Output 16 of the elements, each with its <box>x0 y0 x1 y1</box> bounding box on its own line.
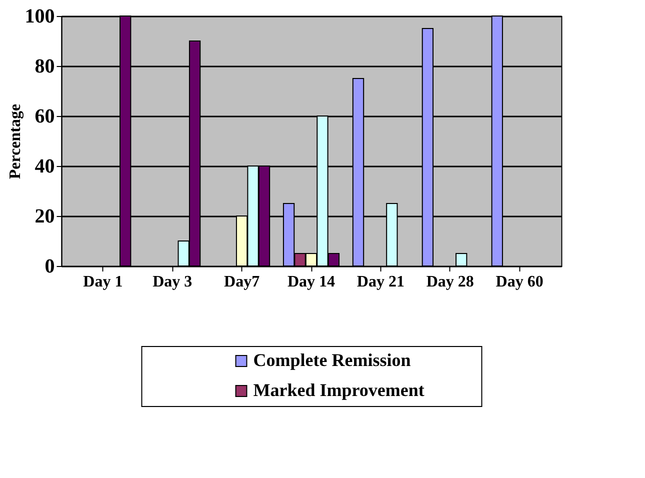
y-tick-label: 20 <box>34 206 55 228</box>
x-tick-label: Day 3 <box>152 274 192 290</box>
y-axis-title: Percentage <box>6 104 24 180</box>
y-tick-label: 40 <box>34 156 55 178</box>
y-tick-label: 100 <box>24 6 55 28</box>
x-tick-label: Day 28 <box>426 274 474 290</box>
x-tick-label: Day 60 <box>496 274 544 290</box>
y-tick-label: 60 <box>34 106 55 128</box>
y-tick-label: 0 <box>44 256 55 278</box>
y-tick-label: 80 <box>34 56 55 78</box>
x-tick-label: Day 14 <box>287 274 336 290</box>
x-tick-label: Day 21 <box>356 274 404 290</box>
legend-label: Marked Improvement <box>253 380 424 400</box>
x-tick-label: Day7 <box>224 274 260 290</box>
x-tick-label: Day 1 <box>83 274 123 290</box>
legend-label: Complete Remission <box>253 350 411 370</box>
